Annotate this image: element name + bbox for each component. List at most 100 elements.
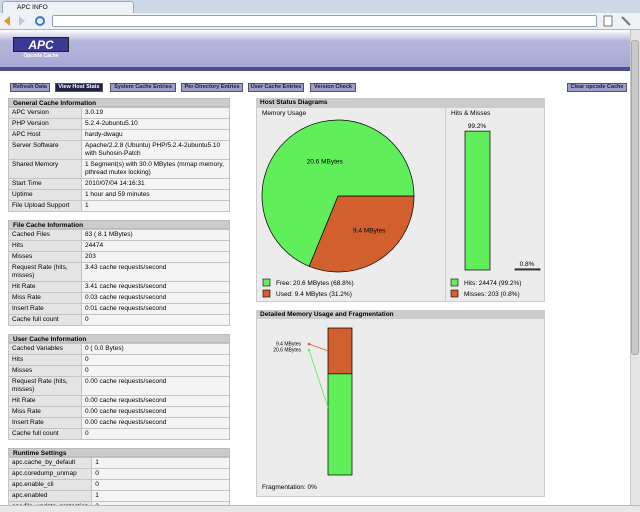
- value: 2: [91, 501, 230, 505]
- row: Start Time 2010/07/04 14:16:31: [8, 178, 230, 190]
- bar: [514, 268, 541, 271]
- key: File Upload Support: [8, 200, 82, 212]
- row: PHP Version 5.2.4-2ubuntu5.10: [8, 118, 230, 130]
- value: 3.43 cache requests/second: [81, 262, 230, 282]
- block-label: 9.4 MBytes: [276, 342, 302, 348]
- section-title: File Cache Information: [8, 220, 230, 229]
- fragmentation-panel: [256, 318, 545, 497]
- section: User Cache Information Cached Variables 0 …: [8, 334, 230, 440]
- memory-title: Memory Usage: [262, 110, 307, 117]
- leader-dot: [307, 348, 311, 352]
- row: File Upload Support 1: [8, 200, 230, 212]
- divider: [445, 107, 446, 302]
- header-rule: [0, 67, 630, 71]
- status-bar: [0, 505, 640, 512]
- block-label: 20.6 MBytes: [273, 348, 301, 354]
- nav-button[interactable]: Version Check: [310, 83, 356, 92]
- key: Server Software: [8, 140, 82, 160]
- hits-title: Hits & Misses: [451, 110, 491, 117]
- bar-value-label: 0.8%: [520, 261, 535, 268]
- key: Cache full count: [8, 314, 82, 326]
- pie-slice: [308, 195, 415, 273]
- value: Apache/2.2.8 (Ubuntu) PHP/5.2.4-2ubuntu5…: [81, 140, 230, 160]
- key: Request Rate (hits, misses): [8, 376, 82, 396]
- logo: APC: [13, 37, 69, 52]
- row: apc.enabled 1: [8, 490, 230, 502]
- info-table: apc.cache_by_default 1 apc.coredump_unmap 0…: [8, 457, 230, 505]
- back-button[interactable]: [4, 16, 10, 26]
- legend-swatch: [262, 289, 271, 298]
- tools-menu[interactable]: [621, 16, 631, 26]
- memory-block: [327, 327, 353, 375]
- row: apc.cache_by_default 1: [8, 457, 230, 469]
- section-title: User Cache Information: [8, 334, 230, 343]
- section: File Cache Information Cached Files 83 ( 8…: [8, 220, 230, 326]
- row: Cache full count 0: [8, 428, 230, 440]
- panel-title: Host Status Diagrams: [256, 98, 545, 107]
- tagline: Opcode Cache: [23, 53, 59, 59]
- bar-value-label: 99.2%: [468, 123, 487, 130]
- row: Hits 0: [8, 354, 230, 366]
- section: Runtime Settings apc.cache_by_default 1 apc…: [8, 448, 230, 505]
- pie-label: 9.4 MBytes: [353, 228, 386, 235]
- nav-button[interactable]: Refresh Data: [10, 83, 50, 92]
- row: apc.enable_cli 0: [8, 479, 230, 491]
- row: Insert Rate 0.00 cache requests/second: [8, 417, 230, 429]
- row: APC Version 3.0.19: [8, 107, 230, 119]
- row: apc.file_update_protection2: [8, 501, 230, 505]
- value: 1 Segment(s) with 30.0 MBytes (mmap memo…: [81, 159, 230, 179]
- value: 0: [81, 314, 230, 326]
- legend-label: Hits: 24474 (99.2%): [464, 280, 521, 287]
- bar: [464, 130, 491, 271]
- legend-label: Free: 20.6 MBytes (68.8%): [276, 280, 354, 287]
- tab-bar: [0, 0, 640, 13]
- leader-line: [308, 349, 329, 408]
- legend-swatch: [450, 278, 459, 287]
- row: Request Rate (hits, misses) 0.00 cache re…: [8, 376, 230, 396]
- value: 0: [81, 428, 230, 440]
- pie-label: 20.6 MBytes: [307, 158, 344, 165]
- value: 0.00 cache requests/second: [81, 376, 230, 396]
- legend-swatch: [262, 278, 271, 287]
- info-tables: General Cache Information APC Version 3.0.…: [8, 98, 230, 505]
- key: apc.file_update_protection: [8, 501, 93, 505]
- info-table: Cached Variables 0 ( 0.0 Bytes) Hits 0 Misse…: [8, 343, 230, 440]
- fragmentation-footer: Fragmentation: 0%: [262, 484, 317, 491]
- value: 1: [81, 200, 230, 212]
- row: Miss Rate 0.03 cache requests/second: [8, 292, 230, 304]
- nav-button[interactable]: Per-Directory Entries: [181, 83, 243, 92]
- legend-label: Misses: 203 (0.8%): [464, 291, 520, 298]
- nav-button[interactable]: User Cache Entries: [248, 83, 304, 92]
- row: Shared Memory 1 Segment(s) with 30.0 MByt…: [8, 159, 230, 179]
- pie-slice: [261, 119, 415, 267]
- header-band: [0, 30, 630, 67]
- forward-button[interactable]: [19, 16, 25, 26]
- toolbar-icons: [4, 15, 631, 27]
- row: Insert Rate 0.01 cache requests/second: [8, 303, 230, 315]
- row: Cached Files 83 ( 8.1 MBytes): [8, 229, 230, 241]
- url-bar[interactable]: [52, 15, 597, 27]
- panel-title: Detailed Memory Usage and Fragmentation: [256, 310, 545, 319]
- legend-swatch: [450, 289, 459, 298]
- section-title: Runtime Settings: [8, 448, 230, 457]
- row: Cache full count 0: [8, 314, 230, 326]
- leader-dot: [307, 342, 311, 346]
- row: Server Software Apache/2.2.8 (Ubuntu) PHP…: [8, 140, 230, 160]
- leader-line: [308, 343, 329, 352]
- reload-button[interactable]: [35, 16, 45, 26]
- section-title: General Cache Information: [8, 98, 230, 107]
- page-menu[interactable]: [603, 15, 613, 27]
- row: Miss Rate 0.00 cache requests/second: [8, 406, 230, 418]
- memory-block: [327, 373, 353, 476]
- legend-label: Used: 9.4 MBytes (31.2%): [276, 291, 352, 298]
- row: Misses 203: [8, 251, 230, 263]
- section: General Cache Information APC Version 3.0.…: [8, 98, 230, 212]
- scroll-thumb[interactable]: [631, 40, 639, 355]
- clear-button[interactable]: Clear opcode Cache: [567, 83, 627, 92]
- nav-button[interactable]: System Cache Entries: [110, 83, 176, 92]
- tab[interactable]: APC INFO: [2, 1, 134, 13]
- info-table: APC Version 3.0.19 PHP Version 5.2.4-2ubunt…: [8, 107, 230, 212]
- nav-button[interactable]: View Host Stats: [55, 83, 103, 92]
